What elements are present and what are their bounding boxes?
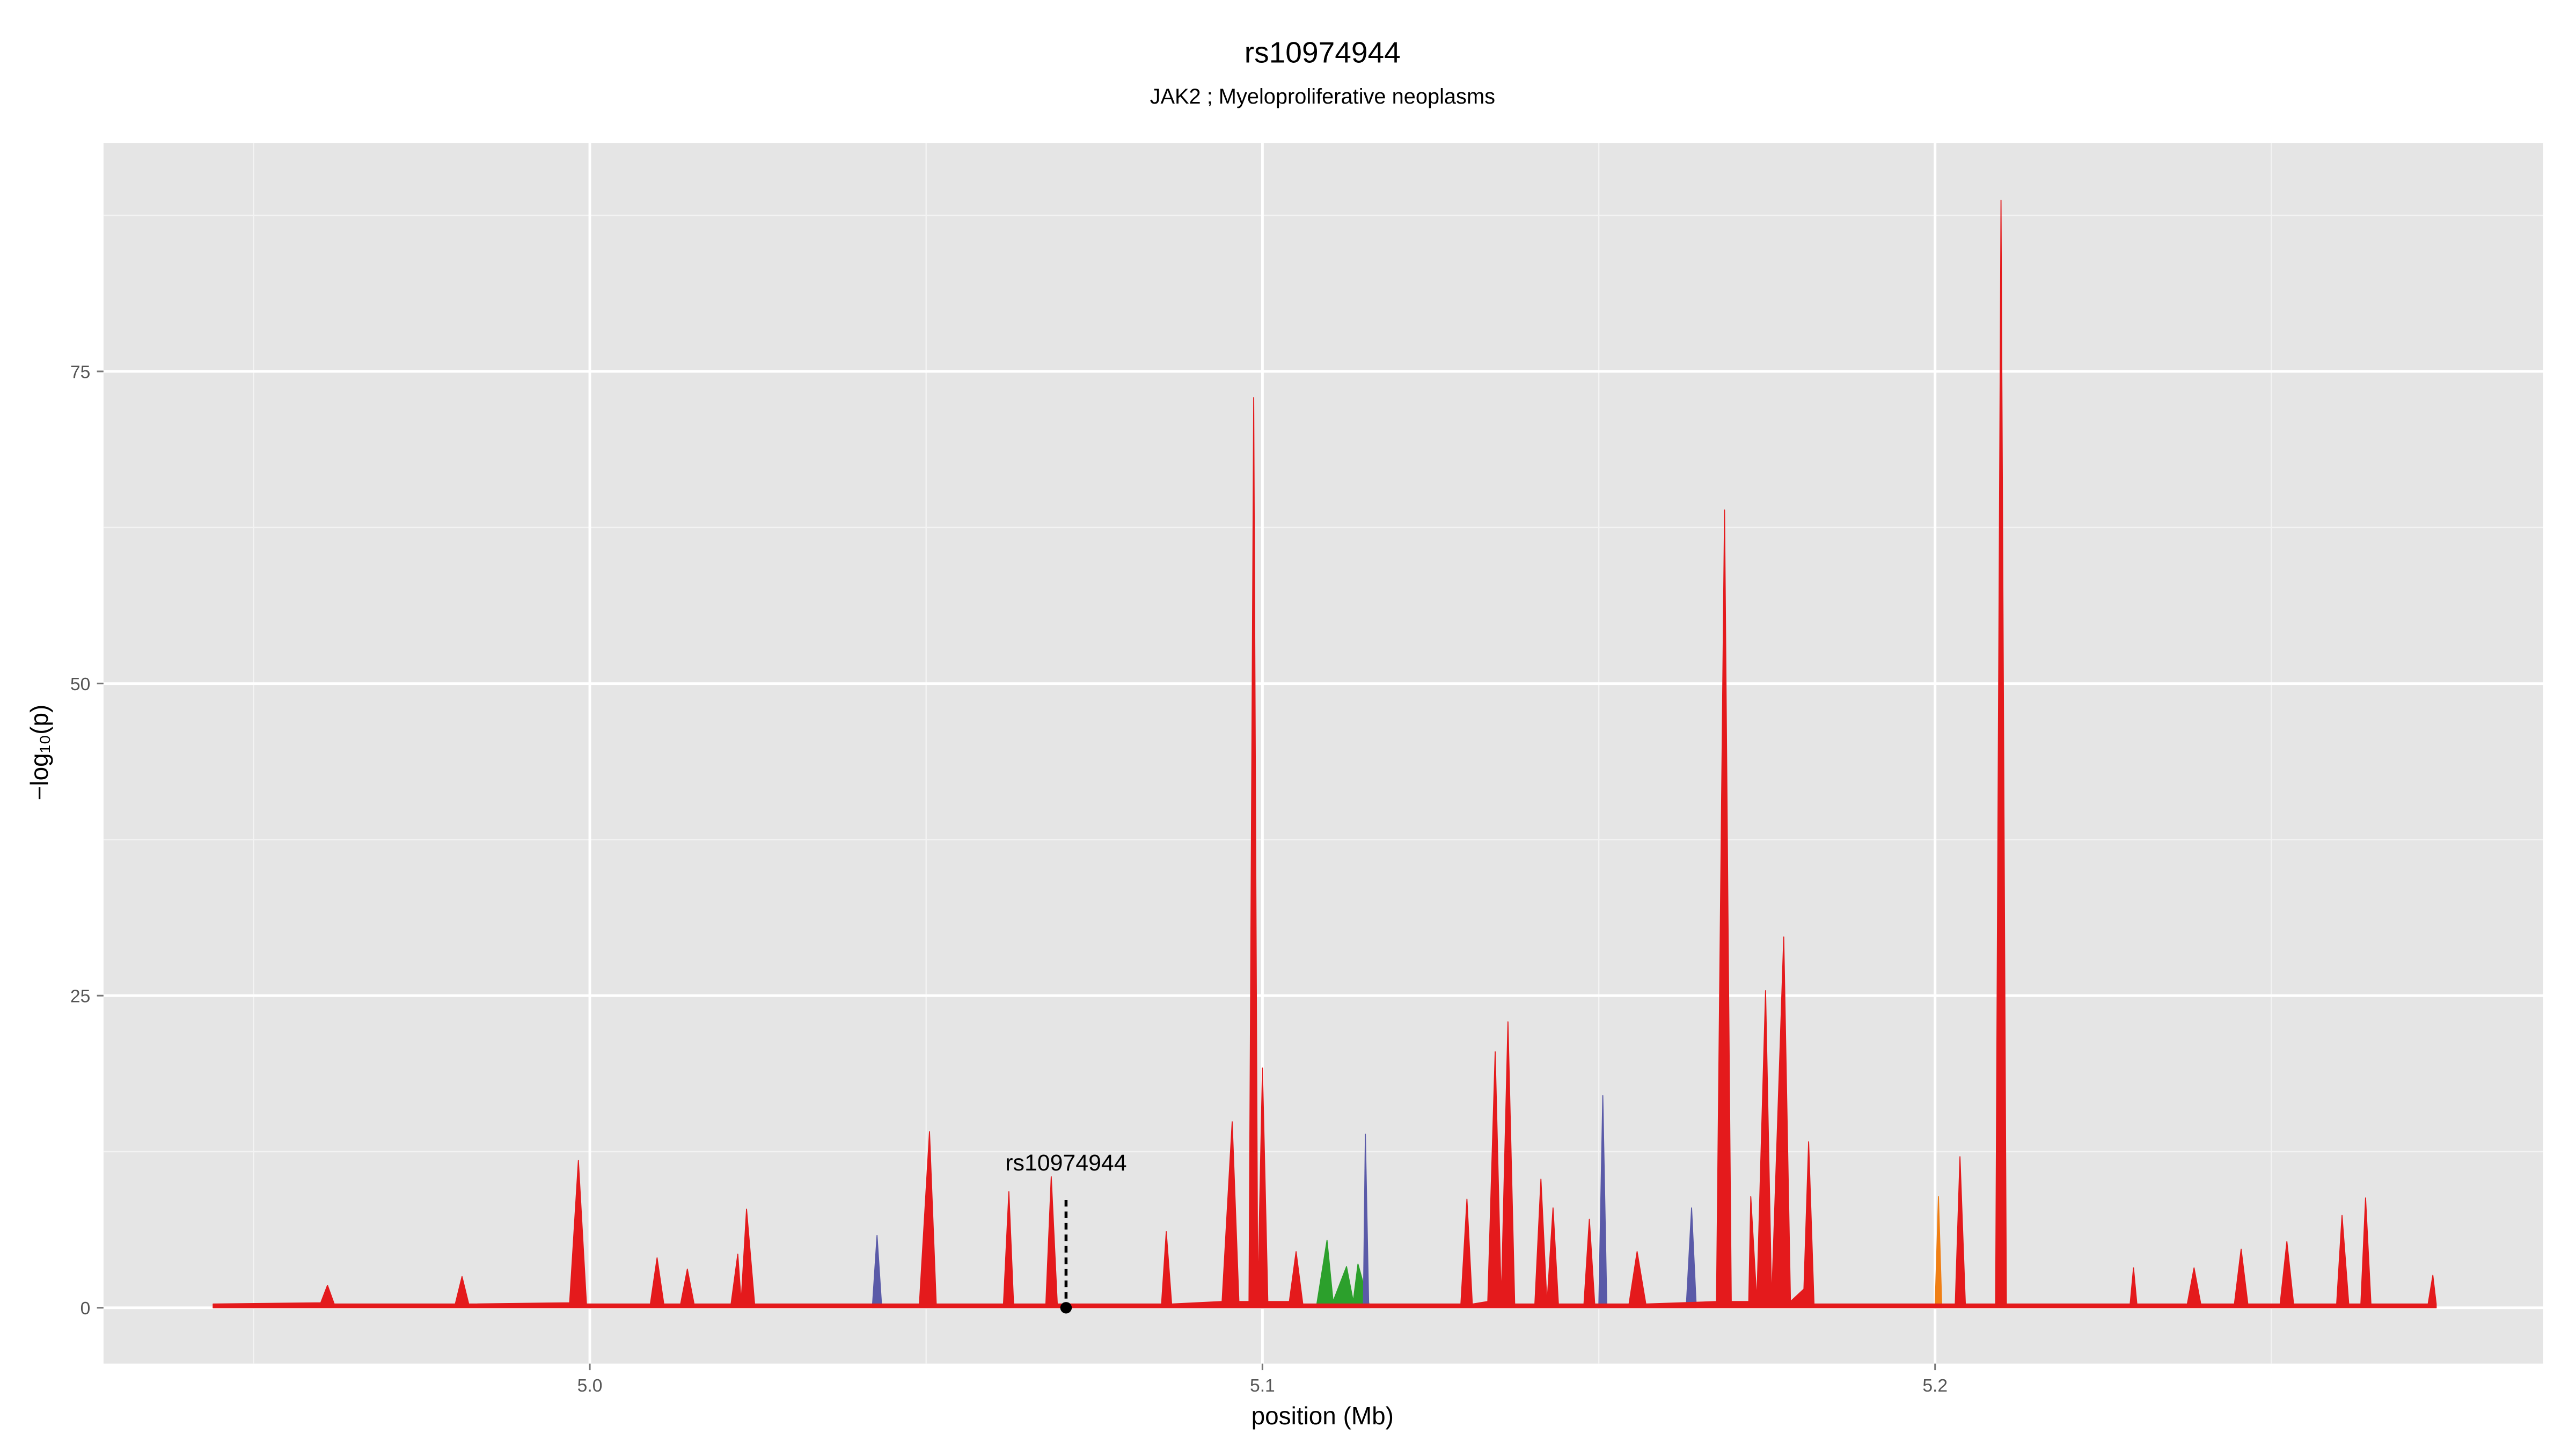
x-tick-label: 5.1: [1250, 1376, 1275, 1396]
y-tick-label: 25: [70, 986, 90, 1006]
plot-panel: [103, 143, 2543, 1364]
annotation-point: [1060, 1302, 1072, 1314]
chart-subtitle: JAK2 ; Myeloproliferative neoplasms: [1150, 85, 1495, 108]
x-axis-title: position (Mb): [1252, 1402, 1394, 1430]
y-tick-label: 50: [70, 675, 90, 694]
y-tick-label: 75: [70, 362, 90, 382]
annotation-label: rs10974944: [1005, 1150, 1126, 1176]
x-tick-label: 5.2: [1922, 1376, 1948, 1396]
x-tick-label: 5.0: [577, 1376, 603, 1396]
chart-title: rs10974944: [1245, 35, 1401, 69]
y-axis-title: −log₁₀(p): [25, 705, 53, 801]
area-series: [213, 200, 2437, 1308]
y-tick-label: 0: [80, 1299, 91, 1319]
